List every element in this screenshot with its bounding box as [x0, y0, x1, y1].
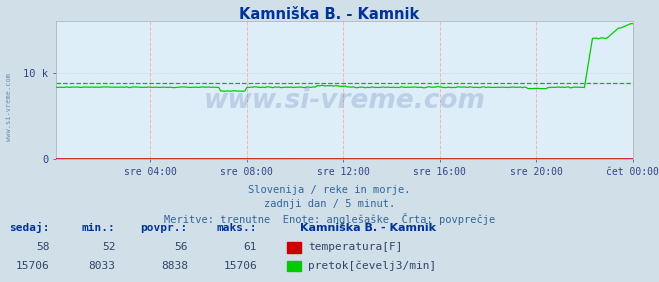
Text: 8033: 8033	[88, 261, 115, 271]
Text: min.:: min.:	[82, 223, 115, 233]
Text: Slovenija / reke in morje.: Slovenija / reke in morje.	[248, 185, 411, 195]
Text: 58: 58	[36, 243, 49, 252]
Text: 56: 56	[175, 243, 188, 252]
Text: 15706: 15706	[223, 261, 257, 271]
Text: www.si-vreme.com: www.si-vreme.com	[5, 73, 12, 141]
Text: www.si-vreme.com: www.si-vreme.com	[204, 88, 485, 114]
Text: 8838: 8838	[161, 261, 188, 271]
Text: Kamniška B. - Kamnik: Kamniška B. - Kamnik	[300, 223, 436, 233]
Text: sedaj:: sedaj:	[9, 222, 49, 233]
Text: maks.:: maks.:	[217, 223, 257, 233]
Text: pretok[čevelj3/min]: pretok[čevelj3/min]	[308, 260, 436, 271]
Text: povpr.:: povpr.:	[140, 223, 188, 233]
Text: Meritve: trenutne  Enote: anglešaške  Črta: povprečje: Meritve: trenutne Enote: anglešaške Črta…	[164, 213, 495, 225]
Text: zadnji dan / 5 minut.: zadnji dan / 5 minut.	[264, 199, 395, 209]
Text: temperatura[F]: temperatura[F]	[308, 243, 402, 252]
Text: 52: 52	[102, 243, 115, 252]
Text: 61: 61	[244, 243, 257, 252]
Text: Kamniška B. - Kamnik: Kamniška B. - Kamnik	[239, 7, 420, 22]
Text: 15706: 15706	[16, 261, 49, 271]
